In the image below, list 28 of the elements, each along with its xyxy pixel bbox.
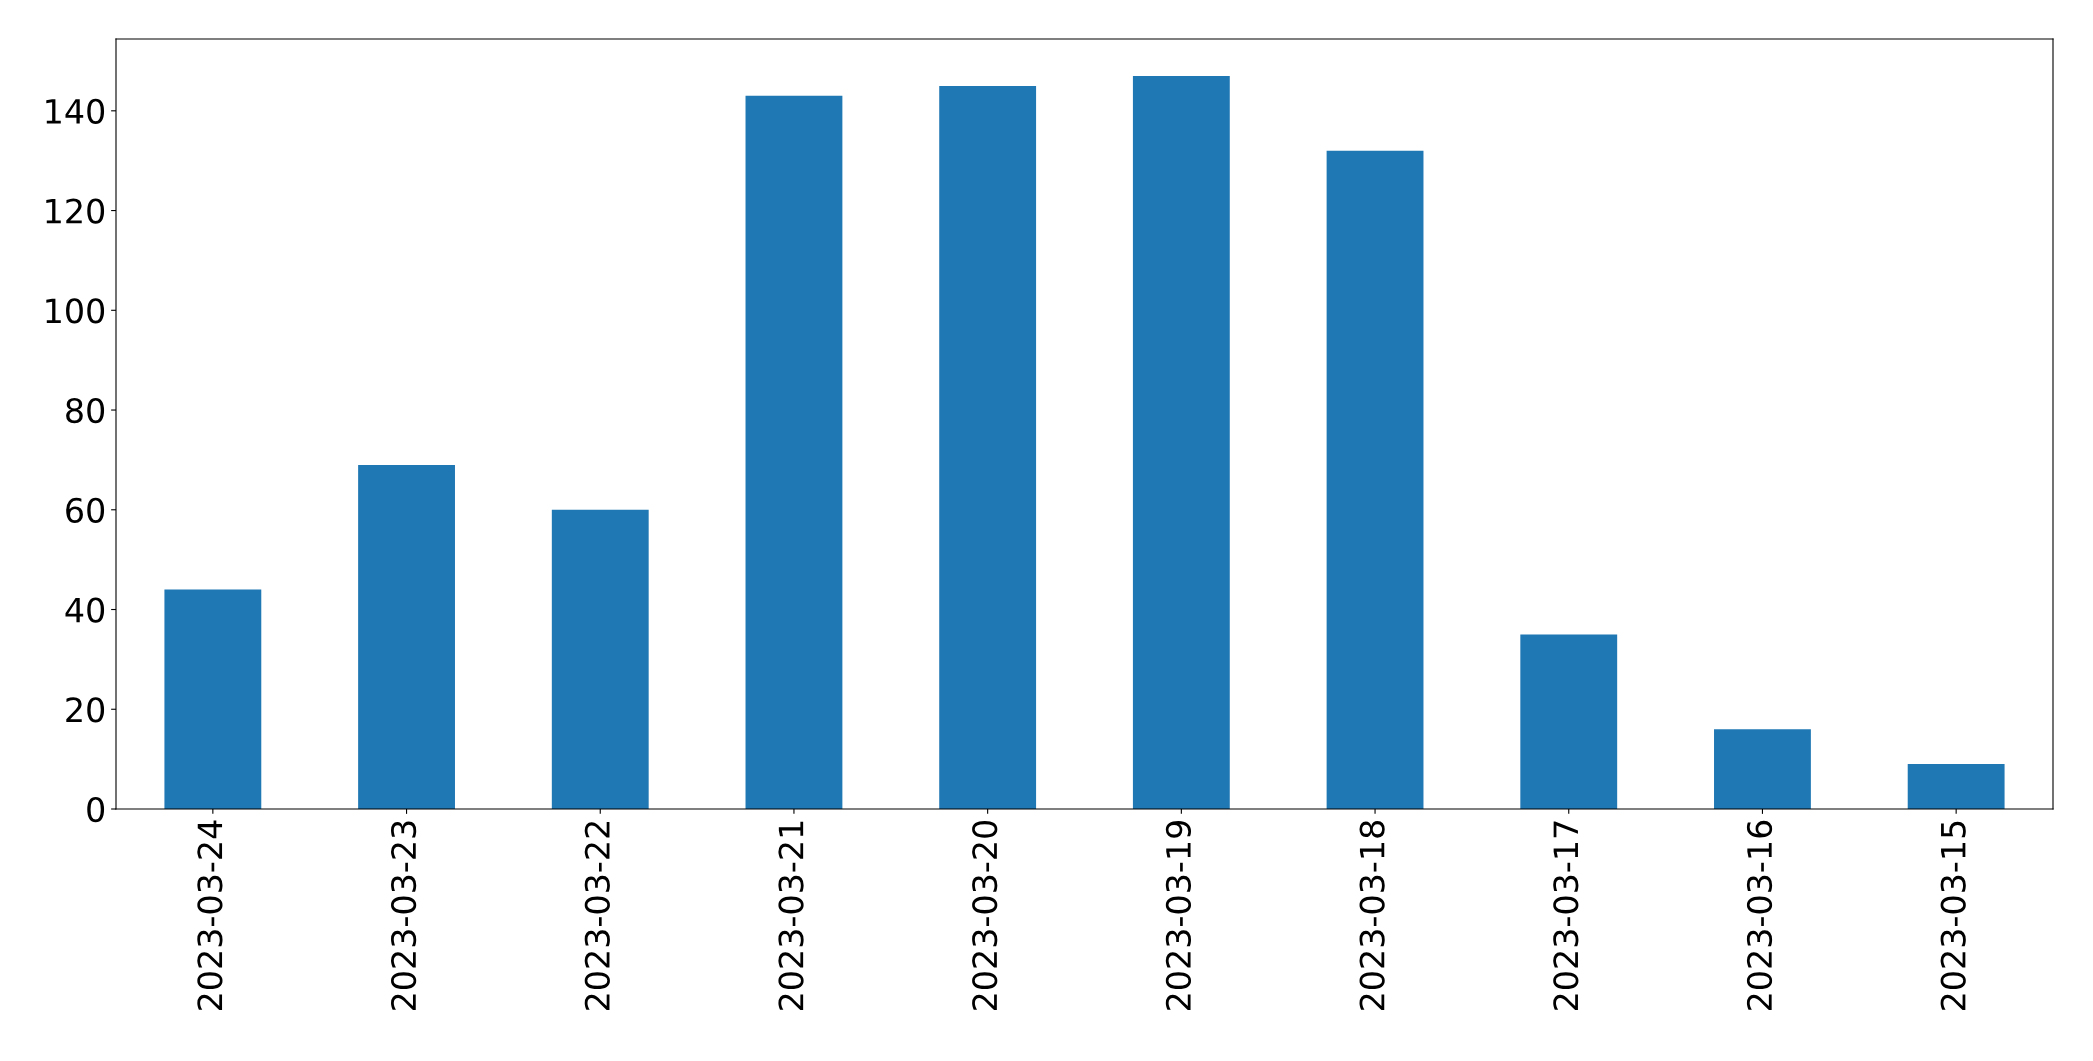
x-tick-label: 2023-03-21: [778, 821, 804, 1010]
y-tick-label: 140: [46, 98, 105, 124]
bar: [1520, 634, 1618, 809]
x-tick-label: 2023-03-22: [584, 822, 610, 1010]
bar: [358, 464, 455, 809]
bar: [1714, 729, 1811, 809]
bar: [164, 589, 262, 809]
x-tick-label: 2023-03-24: [197, 820, 223, 1010]
bar: [1907, 764, 2005, 809]
y-tick-label: 20: [66, 697, 105, 723]
x-tick-label: 2023-03-17: [1553, 821, 1579, 1010]
x-tick-label: 2023-03-20: [972, 820, 998, 1010]
bar: [939, 85, 1037, 809]
y-tick-label: 0: [87, 796, 105, 823]
y-tick-label: 60: [66, 497, 105, 523]
x-tick-label: 2023-03-15: [1940, 821, 1966, 1010]
bar: [1132, 75, 1230, 809]
x-tick-label: 2023-03-23: [391, 821, 417, 1010]
x-tick-label: 2023-03-19: [1165, 821, 1192, 1010]
x-tick-label: 2023-03-18: [1359, 821, 1385, 1010]
y-tick-label: 100: [46, 298, 105, 324]
y-tick-label: 120: [46, 198, 105, 224]
bar: [1326, 150, 1424, 809]
x-tick-label: 2023-03-16: [1746, 820, 1773, 1010]
bar: [745, 95, 843, 809]
y-tick-label: 80: [66, 397, 105, 424]
y-tick-label: 40: [65, 597, 105, 623]
bar: [551, 509, 649, 809]
